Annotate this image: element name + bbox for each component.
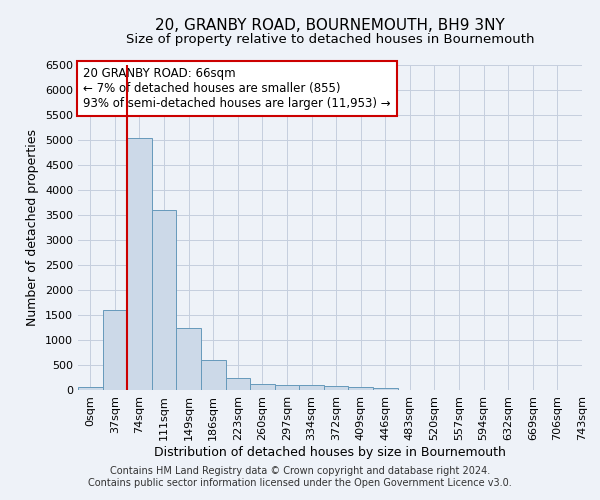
Bar (349, 386, 373, 390)
X-axis label: Distribution of detached houses by size in Bournemouth: Distribution of detached houses by size … (154, 446, 506, 458)
Bar (275, 384, 299, 390)
Text: 20, GRANBY ROAD, BOURNEMOUTH, BH9 3NY: 20, GRANBY ROAD, BOURNEMOUTH, BH9 3NY (155, 18, 505, 32)
Bar (250, 384, 275, 390)
Bar (299, 384, 324, 390)
Text: Contains HM Land Registry data © Crown copyright and database right 2024.
Contai: Contains HM Land Registry data © Crown c… (88, 466, 512, 487)
Bar (127, 138, 152, 390)
Bar (373, 388, 398, 390)
Bar (324, 386, 349, 390)
Bar (176, 328, 201, 390)
Y-axis label: Number of detached properties: Number of detached properties (26, 129, 40, 326)
Bar (78, 387, 103, 390)
Bar (226, 378, 250, 390)
Bar (201, 360, 226, 390)
Bar (103, 310, 127, 390)
Text: Size of property relative to detached houses in Bournemouth: Size of property relative to detached ho… (126, 32, 534, 46)
Bar (152, 210, 176, 390)
Text: 20 GRANBY ROAD: 66sqm
← 7% of detached houses are smaller (855)
93% of semi-deta: 20 GRANBY ROAD: 66sqm ← 7% of detached h… (83, 66, 391, 110)
